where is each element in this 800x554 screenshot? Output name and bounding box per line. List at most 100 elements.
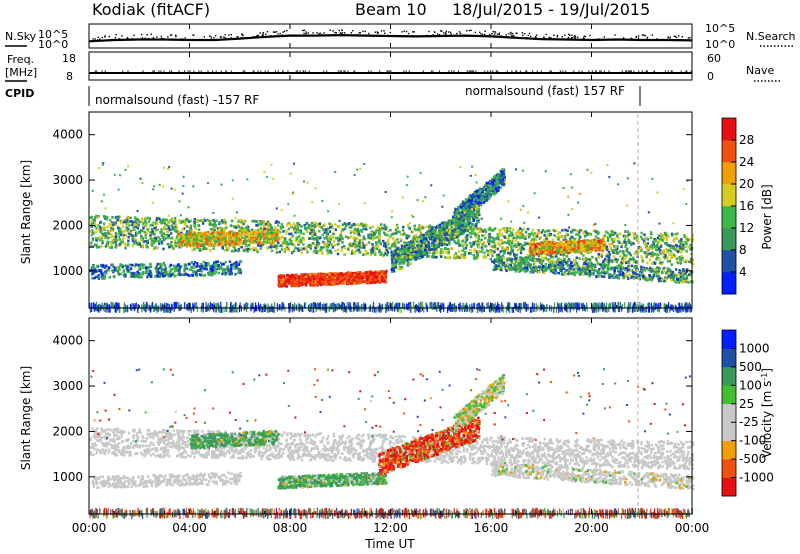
nsearch-point (381, 30, 382, 31)
power-cell (580, 229, 582, 232)
nave-point (671, 71, 672, 72)
power-cell (107, 236, 109, 239)
power-cell (540, 256, 542, 259)
power-cell (274, 230, 276, 233)
power-cell (194, 218, 196, 221)
nsearch-point (102, 37, 103, 38)
power-cell (221, 273, 223, 276)
power-cell (103, 229, 105, 232)
power-cell (384, 275, 386, 278)
power-cell (514, 243, 516, 246)
power-cell (219, 266, 221, 269)
power-cell (308, 237, 310, 240)
power-cell (351, 249, 353, 252)
nave-point (432, 71, 433, 72)
nave-point (326, 71, 327, 72)
power-cell (311, 283, 313, 286)
power-cell (319, 222, 321, 225)
power-cell (296, 236, 298, 239)
power-cell (680, 259, 682, 262)
power-cell (288, 233, 290, 236)
power-cell (498, 253, 500, 256)
power-cell (329, 281, 331, 284)
nsearch-point (156, 36, 157, 37)
power-cell (121, 219, 123, 222)
power-cell (342, 274, 344, 277)
nsearch-point (131, 38, 132, 39)
power-cell (293, 245, 295, 248)
power-cell (386, 234, 388, 237)
power-cell (95, 231, 97, 234)
nave-point (275, 71, 276, 72)
power-cell (650, 255, 652, 258)
nsearch-point (109, 36, 110, 37)
nave-point (439, 71, 440, 72)
power-cell (174, 217, 176, 220)
power-cell (223, 238, 225, 241)
nave-point (579, 71, 580, 72)
nave-point (184, 71, 185, 72)
nave-point (343, 71, 344, 72)
power-cell (191, 261, 193, 264)
power-cell (107, 226, 109, 229)
nave-point (629, 71, 630, 72)
power-cell (440, 251, 442, 254)
power-cell (118, 235, 120, 238)
power-cell (646, 262, 648, 265)
power-cell (678, 240, 680, 243)
power-cell (463, 243, 465, 246)
power-cell (171, 225, 173, 228)
power-cell (275, 236, 277, 239)
nsearch-point (631, 38, 632, 39)
power-cell (246, 238, 248, 241)
nsearch-point (433, 35, 434, 36)
power-cell (324, 244, 326, 247)
nsearch-point (677, 39, 678, 40)
power-cell (270, 235, 272, 238)
power-cell (240, 260, 242, 263)
power-cell (266, 233, 268, 236)
nave-point (633, 71, 634, 72)
power-cell (367, 276, 369, 279)
power-cell (625, 250, 627, 253)
power-cell (381, 277, 383, 280)
power-cell (362, 280, 364, 283)
power-cell (245, 227, 247, 230)
power-cell (513, 253, 515, 256)
nsearch-point (175, 36, 176, 37)
power-cell (354, 229, 356, 232)
nsearch-point (480, 33, 481, 34)
power-cell (233, 226, 235, 229)
power-cell (659, 262, 661, 265)
nsearch-point (182, 38, 183, 39)
power-cell (327, 240, 329, 243)
power-cell (139, 267, 141, 270)
power-cell (543, 234, 545, 237)
power-cell (574, 229, 576, 232)
nsearch-point (571, 35, 572, 36)
power-cell (205, 247, 207, 250)
power-cell (375, 229, 377, 232)
nave-point (403, 71, 404, 72)
nsearch-point (689, 37, 690, 38)
power-cell (164, 237, 166, 240)
power-cell (569, 238, 571, 241)
power-cell (671, 263, 673, 266)
power-cell (369, 227, 371, 230)
power-cell (143, 264, 145, 267)
nsearch-point (494, 33, 495, 34)
power-cell (368, 281, 370, 284)
power-cell (170, 274, 172, 277)
power-cell (578, 257, 580, 260)
power-cell (146, 246, 148, 249)
power-cell (206, 268, 208, 271)
nave-point (484, 71, 485, 72)
power-cell (122, 266, 124, 269)
nave-point (225, 71, 226, 72)
power-cell (328, 222, 330, 225)
power-cell (300, 279, 302, 282)
power-cell (233, 267, 235, 270)
nave-point (654, 71, 655, 72)
power-cell (632, 242, 634, 245)
nsearch-point (491, 33, 492, 34)
